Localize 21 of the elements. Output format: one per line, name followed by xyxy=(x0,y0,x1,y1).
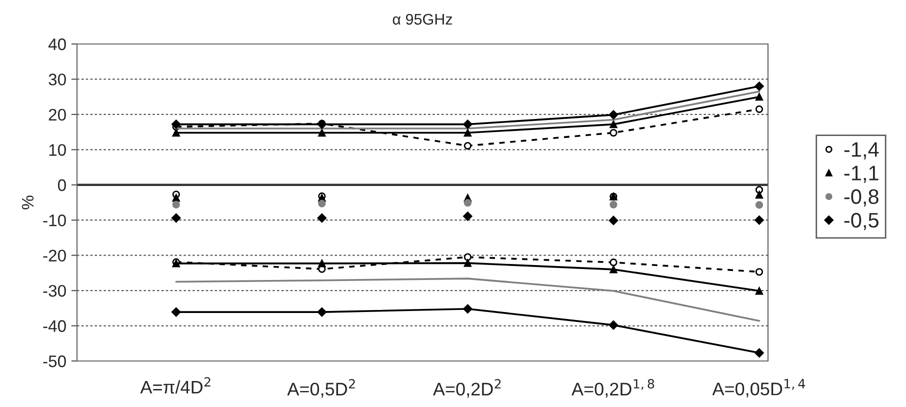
y-tick-label: -20 xyxy=(43,250,66,262)
y-tick-label: -30 xyxy=(43,284,66,297)
x-tick-label: A=0,05D$^{1,4}$ xyxy=(712,379,806,398)
legend-label: -1,1 xyxy=(844,166,878,183)
chart-title: α 95GHz xyxy=(392,14,452,25)
y-axis-title: % xyxy=(22,196,34,210)
x-tick-label: A=0,2D$^{2}$ xyxy=(432,379,501,398)
x-tick-label: A=0,5D$^{2}$ xyxy=(287,379,355,398)
legend-label: -1,4 xyxy=(844,142,879,160)
legend-label: -0,5 xyxy=(844,212,878,230)
y-tick-label: 0 xyxy=(58,179,66,192)
legend-label: -0,8 xyxy=(844,189,878,206)
y-tick-label: 10 xyxy=(49,144,66,156)
x-tick-label: A=0,2D$^{1,8}$ xyxy=(572,379,654,398)
y-tick-label: 40 xyxy=(48,38,66,50)
y-tick-label: 30 xyxy=(48,74,66,86)
y-tick-label: -50 xyxy=(43,355,66,368)
y-tick-label: -40 xyxy=(43,320,66,332)
y-tick-label: 20 xyxy=(48,108,66,121)
x-tick-label: A=π/4D$^{2}$ xyxy=(140,377,210,394)
y-tick-label: -10 xyxy=(43,214,66,226)
